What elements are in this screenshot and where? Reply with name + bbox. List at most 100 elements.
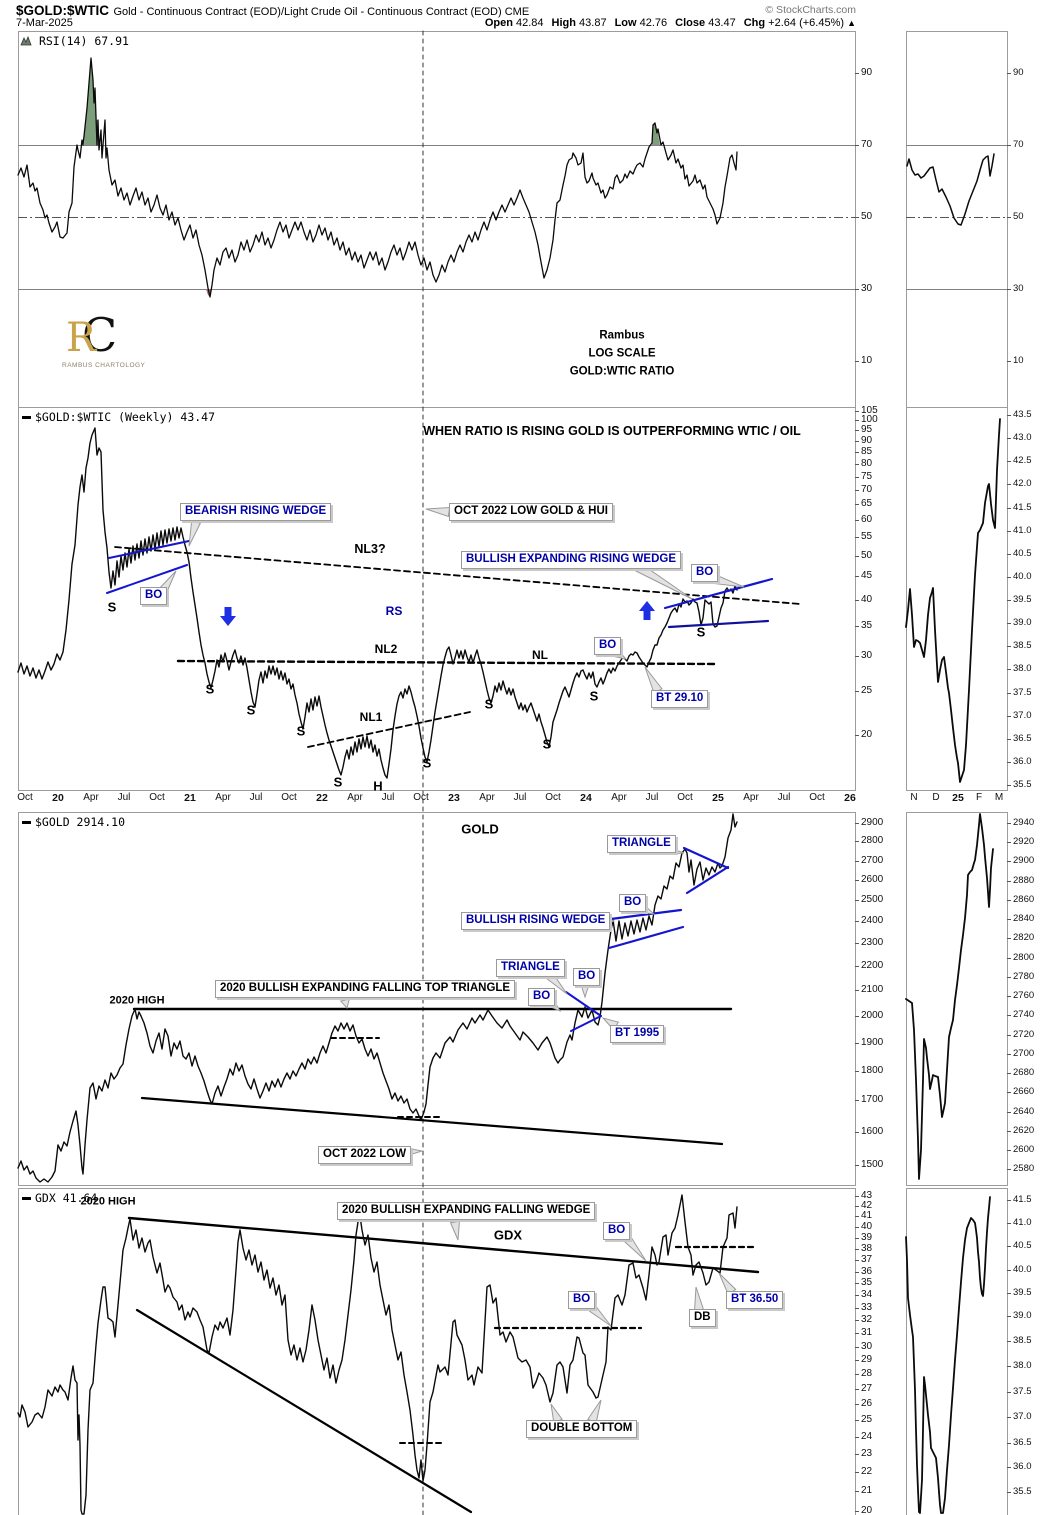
y-axis-label: 21 xyxy=(861,1485,873,1496)
chart-label: S xyxy=(422,755,432,771)
y-axis-label: 43 xyxy=(861,1190,873,1201)
y-axis-label: 1500 xyxy=(861,1159,884,1170)
y-axis-label: 2200 xyxy=(861,960,884,971)
y-axis-label: 2780 xyxy=(1013,971,1035,982)
y-axis-label: 100 xyxy=(861,414,878,425)
callout-2020-bullish-expanding-falling-wedge: 2020 BULLISH EXPANDING FALLING WEDGE xyxy=(337,1202,596,1221)
y-axis-label: 25 xyxy=(861,685,873,696)
change-value: +2.64 (+6.45%) xyxy=(765,17,848,29)
y-axis-label: 37 xyxy=(861,1254,873,1265)
y-axis-label: 36.5 xyxy=(1013,733,1032,744)
x-axis-label: F xyxy=(975,792,983,803)
chart-label: Rambus xyxy=(599,329,645,342)
stockcharts-copyright: © StockCharts.com xyxy=(765,4,856,16)
gold-rising-wedge-lower xyxy=(607,925,685,950)
x-axis-label: Oct xyxy=(17,792,33,803)
callout-bullish-rising-wedge: BULLISH RISING WEDGE xyxy=(461,912,611,931)
y-axis-label: 38.5 xyxy=(1013,1335,1032,1346)
bearish-rising-wedge-lower xyxy=(106,564,188,594)
chart-label: S xyxy=(296,723,306,739)
neckline-nl2 xyxy=(176,659,716,666)
x-axis-label: Oct xyxy=(149,792,165,803)
callout-triangle: TRIANGLE xyxy=(607,835,676,854)
y-axis-label: 2740 xyxy=(1013,1009,1035,1020)
chart-header: $GOLD:$WTIC Gold - Continuous Contract (… xyxy=(16,2,886,20)
y-axis-label: 2800 xyxy=(1013,952,1035,963)
quote-value: 43.87 xyxy=(575,17,607,29)
y-axis-label: 41.0 xyxy=(1013,1217,1032,1228)
gold-main-series xyxy=(17,813,738,1183)
y-axis-label: 30 xyxy=(861,650,873,661)
chart-label: 2020 HIGH xyxy=(80,1195,136,1208)
gold-lower-trendline xyxy=(140,1096,724,1146)
y-axis-label: 39 xyxy=(861,1232,873,1243)
y-axis-label: 22 xyxy=(861,1466,873,1477)
callout-triangle: TRIANGLE xyxy=(496,959,565,978)
neckline-nl1 xyxy=(307,711,471,748)
chart-label: 2020 HIGH xyxy=(109,994,165,1007)
y-axis-label: 2920 xyxy=(1013,836,1035,847)
y-axis-label: 39.0 xyxy=(1013,1310,1032,1321)
y-axis-label: 2820 xyxy=(1013,932,1035,943)
chart-label: S xyxy=(246,702,256,718)
gold-rising-wedge-upper xyxy=(609,908,683,921)
x-axis-label: Jul xyxy=(777,792,791,803)
quote-label: High xyxy=(551,17,576,29)
chart-label: NL xyxy=(532,648,548,662)
y-axis-label: 43.5 xyxy=(1013,409,1032,420)
gold-triangle2-upper xyxy=(682,846,730,870)
y-axis-label: 38.0 xyxy=(1013,1360,1032,1371)
chart-label: S xyxy=(696,624,706,640)
y-axis-label: 2580 xyxy=(1013,1163,1035,1174)
y-axis-label: 35.5 xyxy=(1013,779,1032,790)
y-axis-label: 38 xyxy=(861,1243,873,1254)
y-axis-label: 25 xyxy=(861,1414,873,1425)
chart-label: NL2 xyxy=(374,642,398,656)
quote-label: Close xyxy=(675,17,706,29)
y-axis-label: 37.0 xyxy=(1013,1411,1032,1422)
callout-bo: BO xyxy=(573,968,601,987)
chart-label: GOLD xyxy=(461,821,499,837)
y-axis-label: 2840 xyxy=(1013,913,1035,924)
y-axis-label: 70 xyxy=(1013,139,1024,150)
x-axis-label: Oct xyxy=(545,792,561,803)
chart-label: S xyxy=(589,688,599,704)
y-axis-label: 2000 xyxy=(861,1010,884,1021)
y-axis-label: 41.0 xyxy=(1013,525,1032,536)
y-axis-label: 2720 xyxy=(1013,1029,1035,1040)
y-axis-label: 40.0 xyxy=(1013,1264,1032,1275)
x-axis-label: Apr xyxy=(347,792,363,803)
gdx-legend: GDX 41.64 xyxy=(22,1191,97,1205)
y-axis-label: 2400 xyxy=(861,915,884,926)
y-axis-label: 2860 xyxy=(1013,894,1035,905)
chart-label: H xyxy=(373,778,383,794)
y-axis-label: 105 xyxy=(861,405,878,416)
callout-bullish-expanding-rising-wedge: BULLISH EXPANDING RISING WEDGE xyxy=(461,551,681,570)
y-axis-label: 95 xyxy=(861,424,873,435)
callout-bt-36-50: BT 36.50 xyxy=(726,1291,784,1310)
bearish-breakout-arrow-icon xyxy=(220,607,236,626)
rsi-legend: RSI(14) 67.91 xyxy=(20,34,129,48)
x-axis-label: Apr xyxy=(83,792,99,803)
ticker-description: Gold - Continuous Contract (EOD)/Light C… xyxy=(113,6,530,18)
legend-line-swatch xyxy=(22,821,31,824)
y-axis-label: 65 xyxy=(861,498,873,509)
x-axis-label: Jul xyxy=(117,792,131,803)
callout-bearish-rising-wedge: BEARISH RISING WEDGE xyxy=(180,503,332,522)
quote-value: 43.47 xyxy=(705,17,736,29)
y-axis-label: 29 xyxy=(861,1354,873,1365)
callout-tail xyxy=(449,1220,460,1241)
y-axis-label: 24 xyxy=(861,1431,873,1442)
gold-legend: $GOLD 2914.10 xyxy=(22,815,125,829)
callout-bo: BO xyxy=(594,637,622,656)
y-axis-label: 2900 xyxy=(1013,855,1035,866)
y-axis-label: 41.5 xyxy=(1013,502,1032,513)
y-axis-label: 2300 xyxy=(861,937,884,948)
callout-tail xyxy=(188,520,202,547)
callout-double-bottom: DOUBLE BOTTOM xyxy=(526,1420,638,1439)
x-axis-label: Apr xyxy=(479,792,495,803)
y-axis-label: 26 xyxy=(861,1398,873,1409)
x-axis-label: Oct xyxy=(413,792,429,803)
y-axis-label: 2600 xyxy=(1013,1144,1035,1155)
